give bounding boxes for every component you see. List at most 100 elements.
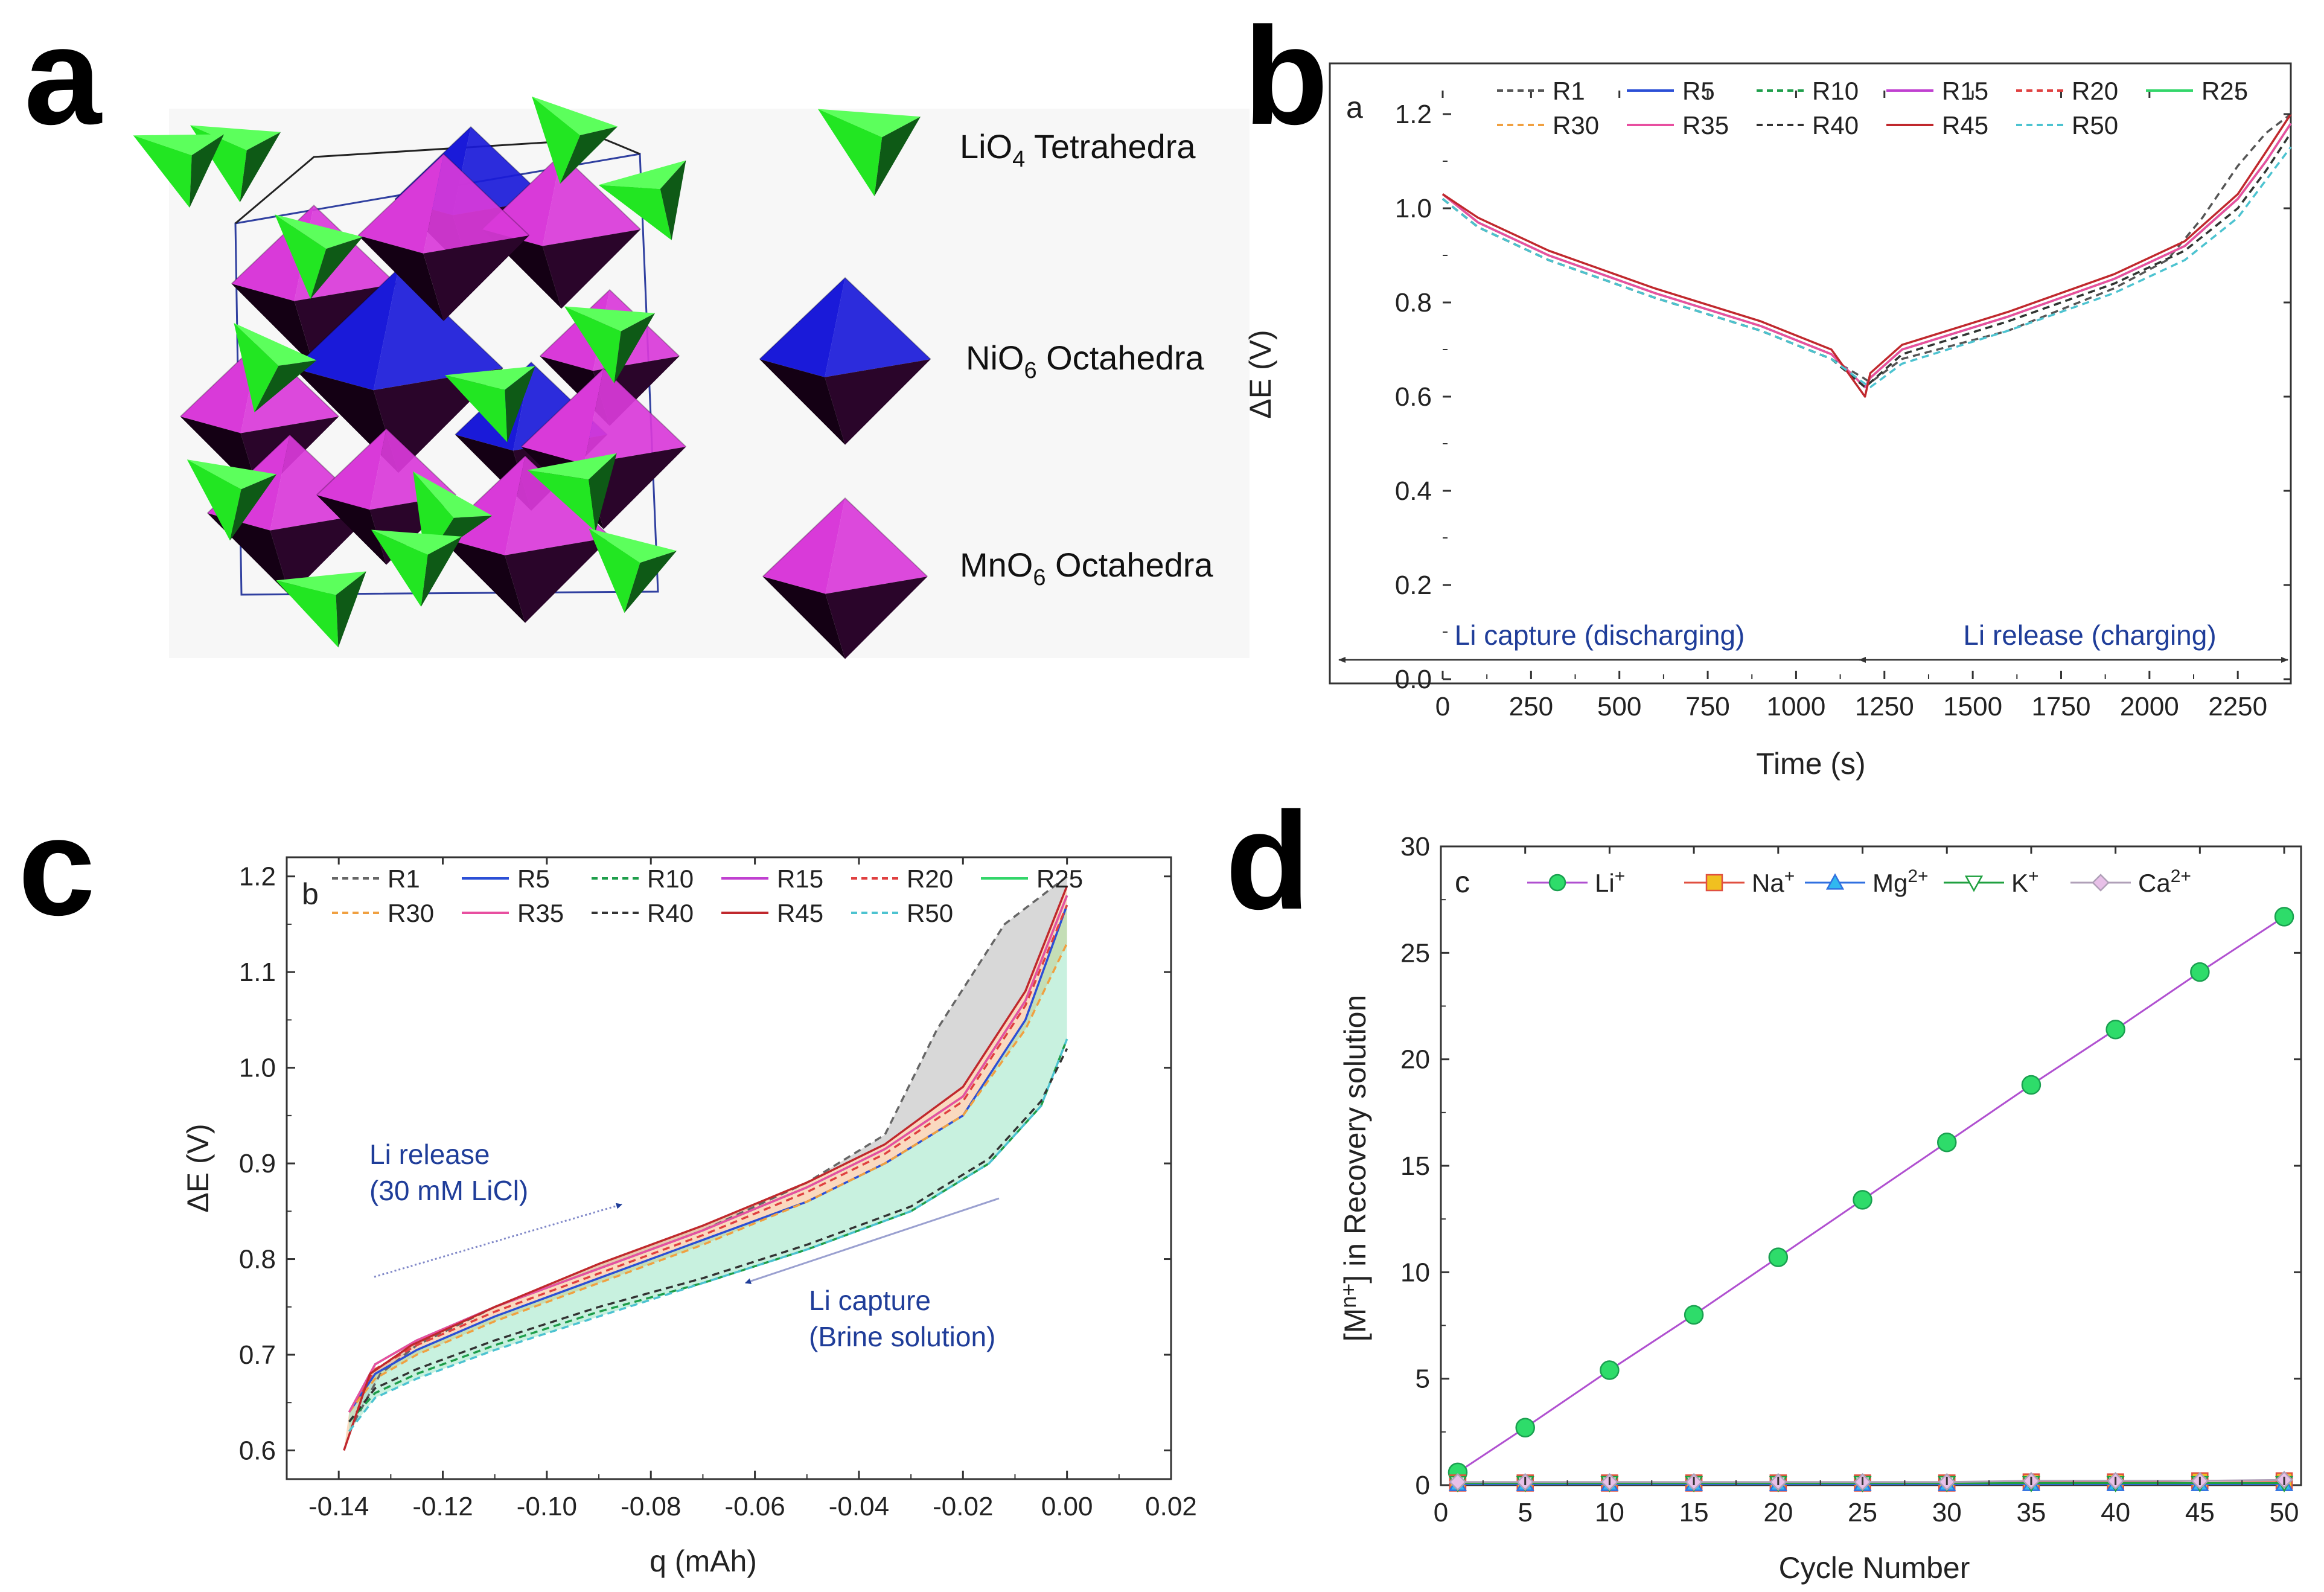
series-line-r35 bbox=[348, 895, 1068, 1413]
series-group-d bbox=[1448, 907, 2294, 1493]
legend-b: R1 R5 R10 R15 R20 R25 R30 R35 R40 R45 R50 bbox=[1497, 77, 2248, 139]
data-point-li bbox=[2190, 962, 2210, 982]
x-tick-label-b: 750 bbox=[1685, 692, 1729, 721]
y-tick-label-b: 0.4 bbox=[1395, 476, 1432, 506]
x-tick-label-c: -0.12 bbox=[412, 1492, 473, 1521]
legend-label-b: R5 bbox=[1682, 77, 1715, 105]
legend-label-b: R20 bbox=[2072, 77, 2118, 105]
legend-label-d: Na+ bbox=[1752, 866, 1795, 897]
x-tick-label-d: 50 bbox=[2270, 1498, 2299, 1527]
x-tick-label-b: 1750 bbox=[2032, 692, 2091, 721]
lio4-tetrahedron bbox=[187, 459, 277, 541]
legend-label-b: R10 bbox=[1812, 77, 1859, 105]
mno6-octahedron bbox=[482, 153, 641, 309]
inner-label-b: a bbox=[1346, 91, 1363, 124]
legend-label-c: R1 bbox=[388, 865, 420, 893]
y-tick-label-d: 5 bbox=[1416, 1364, 1430, 1394]
y-tick-label-c: 0.7 bbox=[239, 1340, 276, 1370]
fill-band-green bbox=[349, 905, 1067, 1431]
series-line-r20 bbox=[348, 904, 1068, 1413]
axes-b: 0 250 500 750 1000 1250 1500 1750 2000 2250 0.0 0.2… bbox=[1395, 91, 2291, 721]
x-tick-label-b: 0 bbox=[1435, 692, 1450, 721]
y-tick-label-c: 0.9 bbox=[239, 1149, 276, 1178]
legend-label-b: R35 bbox=[1682, 111, 1729, 139]
data-point-li bbox=[1600, 1360, 1620, 1380]
key-mno6-octahedron-icon bbox=[762, 497, 928, 659]
data-point-li bbox=[1515, 1418, 1535, 1438]
legend-label-b: R50 bbox=[2072, 111, 2118, 139]
x-tick-label-d: 20 bbox=[1763, 1498, 1793, 1527]
y-tick-label-b: 0.0 bbox=[1395, 665, 1432, 694]
series-line-r50 bbox=[1441, 146, 2292, 389]
legend-label-c: R40 bbox=[647, 899, 694, 927]
mno6-octahedron bbox=[357, 153, 530, 321]
lio4-tetrahedron bbox=[589, 528, 677, 613]
legend-label-b: R40 bbox=[1812, 111, 1859, 139]
legend-label-c: R15 bbox=[777, 865, 823, 893]
annotation-release-line2: (30 mM LiCl) bbox=[369, 1175, 528, 1206]
legend-marker-k bbox=[1964, 875, 1984, 892]
y-tick-label-b: 1.2 bbox=[1395, 100, 1432, 129]
data-point-li bbox=[2274, 907, 2294, 927]
data-point-li bbox=[2021, 1075, 2041, 1095]
y-tick-label-b: 1.0 bbox=[1395, 194, 1432, 223]
data-point-li bbox=[1684, 1305, 1704, 1325]
x-tick-label-c: 0.00 bbox=[1041, 1492, 1093, 1521]
release-direction-arrow bbox=[374, 1203, 622, 1278]
y-tick-label-d: 25 bbox=[1400, 938, 1430, 968]
series-line-r30 bbox=[348, 942, 1068, 1413]
spinel-crystal-model bbox=[133, 96, 687, 648]
x-tick-label-d: 15 bbox=[1679, 1498, 1709, 1527]
y-tick-label-c: 1.0 bbox=[239, 1053, 276, 1083]
panel-letter-d: d bbox=[1225, 783, 1310, 938]
plot-frame-c bbox=[286, 856, 1172, 1480]
data-point-li bbox=[1768, 1247, 1789, 1267]
legend-label-c: R35 bbox=[517, 899, 564, 927]
x-tick-label-d: 5 bbox=[1518, 1498, 1532, 1527]
x-tick-label-d: 0 bbox=[1434, 1498, 1448, 1527]
legend-marker-mg bbox=[1825, 873, 1845, 890]
crystal-structure-panel: LiO4 Tetrahedra NiO6 Octahedra MnO6 Octa… bbox=[133, 96, 1250, 659]
x-axis-label-b: Time (s) bbox=[1756, 747, 1865, 781]
x-tick-label-d: 10 bbox=[1595, 1498, 1624, 1527]
lio4-tetrahedron bbox=[275, 214, 363, 299]
data-point-ca bbox=[1449, 1472, 1467, 1491]
annotation-capture-line2: (Brine solution) bbox=[809, 1321, 995, 1352]
legend-label-d: Mg2+ bbox=[1872, 866, 1929, 897]
plot-frame-d bbox=[1440, 845, 2302, 1486]
y-axis-label-c: ΔE (V) bbox=[181, 1124, 215, 1212]
series-line-li bbox=[1457, 916, 2285, 1474]
y-tick-label-d: 20 bbox=[1400, 1045, 1430, 1075]
legend-label-b: R30 bbox=[1553, 111, 1599, 139]
annotation-li-release: Li release (charging) bbox=[1963, 619, 2216, 651]
panel-letter-b: b bbox=[1243, 0, 1329, 153]
x-tick-label-b: 2250 bbox=[2208, 692, 2267, 721]
legend-label-d: Li+ bbox=[1595, 866, 1625, 897]
key-nio6-octahedron-icon bbox=[759, 277, 931, 445]
voltage-capacity-panel: -0.14 -0.12 -0.10 -0.08 -0.06 -0.04 -0.02 0.00 0… bbox=[181, 856, 1197, 1578]
x-tick-label-d: 30 bbox=[1932, 1498, 1962, 1527]
series-group-c bbox=[343, 875, 1068, 1451]
x-tick-label-b: 1250 bbox=[1855, 692, 1914, 721]
y-axis-label-b: ΔE (V) bbox=[1243, 330, 1277, 418]
x-tick-label-b: 1000 bbox=[1766, 692, 1825, 721]
x-tick-label-d: 40 bbox=[2101, 1498, 2130, 1527]
legend-label-b: R25 bbox=[2201, 77, 2248, 105]
x-tick-label-c: -0.06 bbox=[724, 1492, 785, 1521]
legend-label-b: R1 bbox=[1553, 77, 1585, 105]
y-axis-label-d: [Mn+] in Recovery solution bbox=[1336, 995, 1372, 1342]
y-tick-label-b: 0.6 bbox=[1395, 382, 1432, 412]
legend-label-b: R45 bbox=[1942, 111, 1988, 139]
key-label-lio4: LiO4 Tetrahedra bbox=[960, 127, 1196, 172]
y-tick-label-c: 1.2 bbox=[239, 862, 276, 892]
lio4-tetrahedron bbox=[371, 529, 462, 607]
y-tick-label-c: 0.6 bbox=[239, 1436, 276, 1465]
y-tick-label-d: 10 bbox=[1400, 1258, 1430, 1287]
legend-label-c: R50 bbox=[907, 899, 953, 927]
series-line-r35 bbox=[1441, 123, 2292, 389]
concentration-panel: 0 5 10 15 20 25 30 35 40 45 50 0 5 10 15 20 25 30 Li+ Na+ M… bbox=[1336, 832, 2302, 1585]
key-label-mno6: MnO6 Octahedra bbox=[960, 546, 1213, 590]
series-line-r45 bbox=[343, 885, 1068, 1451]
legend-marker-na bbox=[1705, 874, 1723, 892]
